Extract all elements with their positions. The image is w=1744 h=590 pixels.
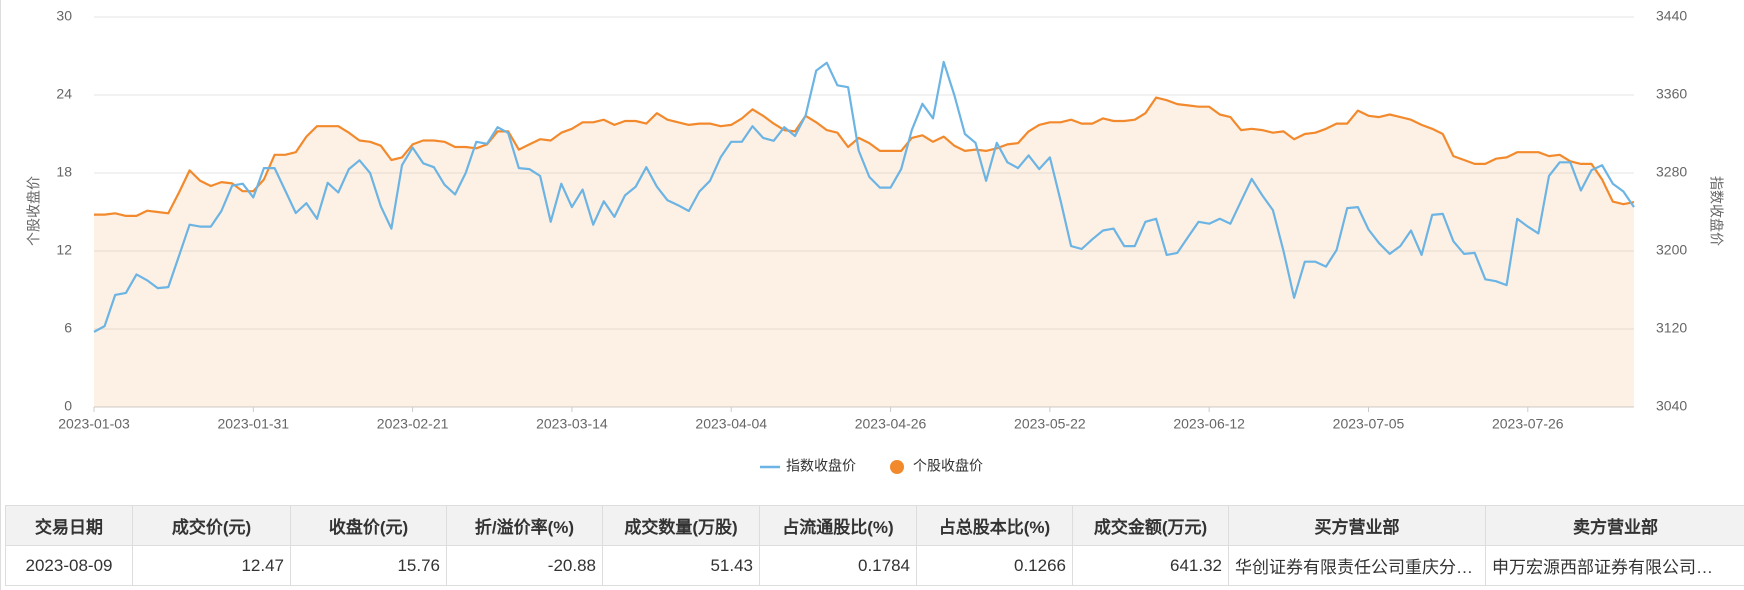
y2-tick-label: 3040 — [1656, 398, 1687, 414]
table-row: 2023-08-09 12.47 15.76 -20.88 51.43 0.1784 0.1… — [5, 545, 1744, 586]
y2-axis-title: 指数收盘价 — [1708, 176, 1724, 246]
y2-tick-label: 3120 — [1656, 320, 1687, 336]
column-header: 占总股本比(%) — [916, 505, 1073, 546]
table-cell: 12.47 — [132, 545, 291, 586]
legend-marker — [890, 460, 904, 474]
y2-tick-label: 3360 — [1656, 86, 1687, 102]
x-tick-label: 2023-04-26 — [855, 416, 927, 432]
y-tick-label: 30 — [56, 8, 72, 24]
y-tick-label: 12 — [56, 242, 72, 258]
table-cell: 51.43 — [602, 545, 760, 586]
y-axis-title: 个股收盘价 — [26, 176, 42, 246]
column-header: 收盘价(元) — [290, 505, 447, 546]
table-cell: 0.1266 — [916, 545, 1073, 586]
data-table: 交易日期 成交价(元) 收盘价(元) 折/溢价率(%) 成交数量(万股) 占流通股比(%)… — [5, 505, 1744, 586]
x-tick-label: 2023-01-03 — [58, 416, 130, 432]
x-tick-label: 2023-01-31 — [217, 416, 289, 432]
table-cell: 申万宏源西部证券有限公司… — [1485, 545, 1744, 586]
y-tick-label: 18 — [56, 164, 72, 180]
table-cell: 2023-08-09 — [5, 545, 133, 586]
y2-tick-label: 3200 — [1656, 242, 1687, 258]
table-cell: 641.32 — [1072, 545, 1229, 586]
legend-item: 指数收盘价 — [760, 458, 856, 474]
series-line — [94, 96, 1635, 217]
chart: 个股收盘价 指数收盘价 0 6 12 18 24 30 3040 3120 3200 3280 33… — [26, 8, 1724, 474]
y-tick-label: 6 — [64, 320, 72, 336]
column-header: 成交价(元) — [132, 505, 291, 546]
table-cell: 0.1784 — [759, 545, 917, 586]
table-cell: 15.76 — [290, 545, 447, 586]
x-tick-label: 2023-03-14 — [536, 416, 608, 432]
column-header: 成交数量(万股) — [602, 505, 760, 546]
y-tick-label: 0 — [64, 398, 72, 414]
column-header: 占流通股比(%) — [759, 505, 917, 546]
x-tick-label: 2023-02-21 — [377, 416, 449, 432]
column-header: 交易日期 — [5, 505, 133, 546]
legend-label: 指数收盘价 — [786, 458, 856, 474]
table-cell: 华创证券有限责任公司重庆分… — [1228, 545, 1486, 586]
x-tick-label: 2023-04-04 — [695, 416, 767, 432]
y2-tick-label: 3280 — [1656, 164, 1687, 180]
series-area — [94, 97, 1634, 407]
y-tick-label: 24 — [56, 86, 72, 102]
legend-item: 个股收盘价 — [890, 458, 983, 474]
x-tick-label: 2023-06-12 — [1173, 416, 1245, 432]
series-line — [93, 60, 1635, 333]
x-tick-label: 2023-07-26 — [1492, 416, 1564, 432]
x-tick-label: 2023-07-05 — [1333, 416, 1405, 432]
column-header: 买方营业部 — [1228, 505, 1486, 546]
y2-tick-label: 3440 — [1656, 8, 1687, 24]
column-header: 成交金额(万元) — [1072, 505, 1229, 546]
table-cell: -20.88 — [446, 545, 603, 586]
column-header: 卖方营业部 — [1485, 505, 1744, 546]
x-tick-label: 2023-05-22 — [1014, 416, 1086, 432]
legend-label: 个股收盘价 — [913, 458, 983, 474]
column-header: 折/溢价率(%) — [446, 505, 603, 546]
